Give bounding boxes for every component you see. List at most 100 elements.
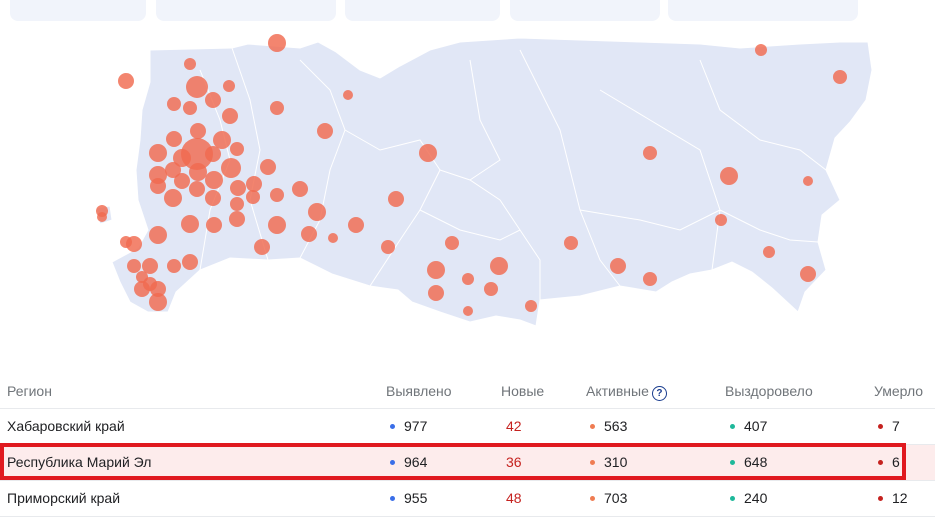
case-bubble[interactable] <box>189 163 207 181</box>
case-bubble[interactable] <box>254 239 270 255</box>
case-bubble[interactable] <box>428 285 444 301</box>
case-bubble[interactable] <box>328 233 338 243</box>
case-bubble[interactable] <box>183 101 197 115</box>
case-bubble[interactable] <box>149 226 167 244</box>
case-bubble[interactable] <box>270 188 284 202</box>
filter-card[interactable] <box>156 0 336 21</box>
table-row[interactable]: Приморский край 955 48 703 240 12 <box>0 481 935 517</box>
header-new[interactable]: Новые <box>501 383 545 399</box>
active-value: 310 <box>604 454 628 470</box>
filter-card[interactable] <box>10 0 146 21</box>
case-bubble[interactable] <box>205 171 223 189</box>
case-bubble[interactable] <box>186 76 208 98</box>
recovered-value: 648 <box>744 454 768 470</box>
header-recovered[interactable]: Выздоровело <box>725 383 813 399</box>
case-bubbles <box>96 34 847 316</box>
case-bubble[interactable] <box>223 80 235 92</box>
case-bubble[interactable] <box>388 191 404 207</box>
case-bubble[interactable] <box>268 216 286 234</box>
case-bubble[interactable] <box>308 203 326 221</box>
case-bubble[interactable] <box>221 158 241 178</box>
case-bubble[interactable] <box>462 273 474 285</box>
case-bubble[interactable] <box>268 34 286 52</box>
case-bubble[interactable] <box>715 214 727 226</box>
case-bubble[interactable] <box>463 306 473 316</box>
russia-map[interactable] <box>0 30 935 340</box>
case-bubble[interactable] <box>167 97 181 111</box>
case-bubble[interactable] <box>230 180 246 196</box>
case-bubble[interactable] <box>643 146 657 160</box>
table-row[interactable]: Республика Марий Эл 964 36 310 648 6 <box>0 445 935 481</box>
case-bubble[interactable] <box>301 226 317 242</box>
case-bubble[interactable] <box>213 131 231 149</box>
case-bubble[interactable] <box>164 189 182 207</box>
header-detected[interactable]: Выявлено <box>386 383 452 399</box>
recovered-dot-icon <box>730 460 735 465</box>
case-bubble[interactable] <box>317 123 333 139</box>
case-bubble[interactable] <box>165 162 181 178</box>
case-bubble[interactable] <box>230 142 244 156</box>
filter-card[interactable] <box>668 0 858 21</box>
case-bubble[interactable] <box>270 101 284 115</box>
case-bubble[interactable] <box>150 281 166 297</box>
case-bubble[interactable] <box>184 58 196 70</box>
case-bubble[interactable] <box>205 146 221 162</box>
case-bubble[interactable] <box>348 217 364 233</box>
case-bubble[interactable] <box>205 92 221 108</box>
help-icon[interactable]: ? <box>651 386 667 401</box>
active-dot-icon <box>590 496 595 501</box>
header-active[interactable]: Активные? <box>586 383 667 401</box>
case-bubble[interactable] <box>490 257 508 275</box>
case-bubble[interactable] <box>150 178 166 194</box>
case-bubble[interactable] <box>205 190 221 206</box>
case-bubble[interactable] <box>800 266 816 282</box>
deaths-dot-icon <box>878 460 883 465</box>
filter-card[interactable] <box>345 0 500 21</box>
case-bubble[interactable] <box>246 190 260 204</box>
case-bubble[interactable] <box>126 236 142 252</box>
case-bubble[interactable] <box>166 131 182 147</box>
case-bubble[interactable] <box>167 259 181 273</box>
case-bubble[interactable] <box>419 144 437 162</box>
case-bubble[interactable] <box>206 217 222 233</box>
active-cell: 310 <box>590 454 627 470</box>
case-bubble[interactable] <box>190 123 206 139</box>
case-bubble[interactable] <box>222 108 238 124</box>
table-row[interactable]: Хабаровский край 977 42 563 407 7 <box>0 409 935 445</box>
case-bubble[interactable] <box>484 282 498 296</box>
case-bubble[interactable] <box>97 212 107 222</box>
case-bubble[interactable] <box>182 254 198 270</box>
case-bubble[interactable] <box>610 258 626 274</box>
case-bubble[interactable] <box>149 144 167 162</box>
case-bubble[interactable] <box>525 300 537 312</box>
detected-dot-icon <box>390 424 395 429</box>
case-bubble[interactable] <box>127 259 141 273</box>
header-deaths[interactable]: Умерло <box>874 383 924 399</box>
case-bubble[interactable] <box>260 159 276 175</box>
filter-card[interactable] <box>510 0 660 21</box>
case-bubble[interactable] <box>174 173 190 189</box>
new-value: 48 <box>506 490 522 506</box>
case-bubble[interactable] <box>142 258 158 274</box>
case-bubble[interactable] <box>292 181 308 197</box>
case-bubble[interactable] <box>833 70 847 84</box>
case-bubble[interactable] <box>755 44 767 56</box>
case-bubble[interactable] <box>445 236 459 250</box>
case-bubble[interactable] <box>118 73 134 89</box>
case-bubble[interactable] <box>149 293 167 311</box>
case-bubble[interactable] <box>803 176 813 186</box>
case-bubble[interactable] <box>173 149 191 167</box>
case-bubble[interactable] <box>564 236 578 250</box>
case-bubble[interactable] <box>720 167 738 185</box>
case-bubble[interactable] <box>427 261 445 279</box>
case-bubble[interactable] <box>230 197 244 211</box>
case-bubble[interactable] <box>189 181 205 197</box>
case-bubble[interactable] <box>229 211 245 227</box>
case-bubble[interactable] <box>643 272 657 286</box>
case-bubble[interactable] <box>181 215 199 233</box>
case-bubble[interactable] <box>381 240 395 254</box>
header-region[interactable]: Регион <box>7 383 52 399</box>
case-bubble[interactable] <box>343 90 353 100</box>
case-bubble[interactable] <box>246 176 262 192</box>
case-bubble[interactable] <box>763 246 775 258</box>
